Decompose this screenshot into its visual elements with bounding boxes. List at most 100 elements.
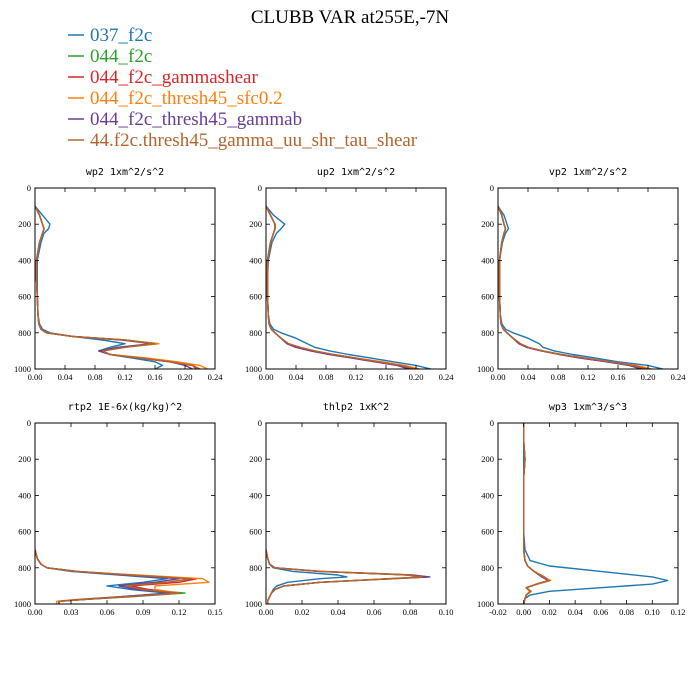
legend-label: 044_f2c_thresh45_sfc0.2 bbox=[90, 88, 283, 109]
x-tick-label: -0.02 bbox=[489, 607, 507, 617]
y-tick-label: 0 bbox=[27, 183, 31, 193]
panel: rtp2 1E-6x(kg/kg)^2 0.00 0.03 0.06 0.09 0.12 0… bbox=[14, 402, 222, 617]
series-line bbox=[498, 205, 649, 369]
y-tick-label: 600 bbox=[249, 527, 262, 537]
series-line bbox=[266, 205, 417, 369]
series-group bbox=[35, 549, 210, 604]
plot-frame bbox=[265, 187, 447, 370]
x-tick-label: 0.12 bbox=[172, 607, 187, 617]
x-tick-label: 0.00 bbox=[259, 607, 274, 617]
legend-item: 044_f2c_thresh45_gammab bbox=[68, 109, 302, 130]
y-tick-label: 0 bbox=[490, 418, 494, 428]
y-tick-label: 400 bbox=[249, 255, 262, 265]
y-tick-label: 800 bbox=[18, 328, 31, 338]
legend-label: 044_f2c_thresh45_gammab bbox=[90, 109, 302, 130]
y-tick-label: 600 bbox=[481, 527, 494, 537]
y-tick-label: 0 bbox=[258, 183, 262, 193]
x-tick-label: 0.24 bbox=[671, 372, 687, 382]
x-tick-label: 0.04 bbox=[521, 372, 537, 382]
x-tick-label: 0.20 bbox=[178, 372, 193, 382]
series-line bbox=[35, 205, 197, 369]
y-tick-label: 1000 bbox=[14, 364, 31, 374]
x-tick-label: 0.00 bbox=[28, 372, 43, 382]
y-tick-label: 800 bbox=[481, 328, 494, 338]
series-line bbox=[266, 205, 409, 369]
x-tick-label: 0.08 bbox=[619, 607, 634, 617]
panel-title: wp2 1xm^2/s^2 bbox=[86, 167, 164, 178]
x-tick-label: 0.06 bbox=[593, 607, 608, 617]
x-tick-label: 0.09 bbox=[136, 607, 151, 617]
y-tick-label: 1000 bbox=[245, 364, 262, 374]
series-line bbox=[35, 205, 201, 369]
x-tick-label: 0.00 bbox=[516, 607, 531, 617]
panel-title: wp3 1xm^3/s^3 bbox=[549, 402, 627, 413]
plot-frame bbox=[34, 422, 216, 605]
plot-frame bbox=[497, 422, 679, 605]
x-tick-label: 0.02 bbox=[542, 607, 557, 617]
y-tick-label: 800 bbox=[249, 563, 262, 573]
y-tick-label: 200 bbox=[481, 219, 494, 229]
panel: wp2 1xm^2/s^2 0.00 0.04 0.08 0.12 0.16 0.20 0.2… bbox=[14, 167, 223, 382]
x-tick-label: 0.06 bbox=[367, 607, 382, 617]
x-tick-label: 0.04 bbox=[568, 607, 584, 617]
series-line bbox=[35, 549, 192, 604]
x-tick-label: 0.20 bbox=[409, 372, 424, 382]
series-group bbox=[266, 205, 432, 369]
y-tick-label: 800 bbox=[481, 563, 494, 573]
legend-item: 044_f2c bbox=[68, 46, 152, 67]
x-tick-label: 0.00 bbox=[28, 607, 43, 617]
x-tick-label: 0.04 bbox=[331, 607, 347, 617]
series-line bbox=[498, 205, 664, 369]
series-group bbox=[266, 549, 431, 604]
series-line bbox=[523, 423, 551, 604]
panel: thlp2 1xK^2 0.00 0.02 0.04 0.06 0.08 0.10 0 200 4… bbox=[245, 402, 453, 617]
y-tick-label: 200 bbox=[249, 454, 262, 464]
legend-label: 044_f2c_gammashear bbox=[90, 67, 258, 88]
series-line bbox=[523, 423, 551, 604]
y-tick-label: 400 bbox=[18, 255, 31, 265]
x-tick-label: 0.16 bbox=[611, 372, 626, 382]
plot-frame bbox=[265, 422, 447, 605]
y-tick-label: 1000 bbox=[245, 599, 262, 609]
series-group bbox=[523, 423, 669, 604]
y-tick-label: 600 bbox=[18, 292, 31, 302]
x-tick-label: 0.12 bbox=[581, 372, 596, 382]
y-tick-label: 600 bbox=[249, 292, 262, 302]
series-line bbox=[35, 205, 201, 369]
series-line bbox=[266, 205, 432, 369]
x-tick-label: 0.04 bbox=[289, 372, 305, 382]
y-tick-label: 0 bbox=[258, 418, 262, 428]
y-tick-label: 200 bbox=[18, 454, 31, 464]
y-tick-label: 800 bbox=[18, 563, 31, 573]
series-line bbox=[266, 549, 431, 604]
panel-title: rtp2 1E-6x(kg/kg)^2 bbox=[68, 402, 182, 413]
x-tick-label: 0.00 bbox=[491, 372, 506, 382]
series-line bbox=[35, 205, 193, 369]
x-tick-label: 0.06 bbox=[100, 607, 115, 617]
y-tick-label: 400 bbox=[249, 490, 262, 500]
panel-title: up2 1xm^2/s^2 bbox=[317, 167, 395, 178]
legend-item: 44.f2c.thresh45_gamma_uu_shr_tau_shear bbox=[68, 130, 418, 151]
series-line bbox=[523, 423, 551, 604]
plot-frame bbox=[34, 187, 216, 370]
legend-item: 044_f2c_gammashear bbox=[68, 67, 258, 88]
y-tick-label: 0 bbox=[490, 183, 494, 193]
legend-label: 044_f2c bbox=[90, 46, 152, 67]
legend: 037_f2c044_f2c044_f2c_gammashear044_f2c_… bbox=[68, 25, 418, 151]
x-tick-label: 0.16 bbox=[148, 372, 163, 382]
y-tick-label: 600 bbox=[18, 527, 31, 537]
y-tick-label: 200 bbox=[481, 454, 494, 464]
legend-label: 44.f2c.thresh45_gamma_uu_shr_tau_shear bbox=[90, 130, 418, 151]
series-line bbox=[35, 549, 210, 604]
x-tick-label: 0.08 bbox=[88, 372, 103, 382]
x-tick-label: 0.08 bbox=[551, 372, 566, 382]
y-tick-label: 200 bbox=[18, 219, 31, 229]
x-tick-label: 0.00 bbox=[259, 372, 274, 382]
y-tick-label: 1000 bbox=[477, 599, 494, 609]
y-tick-label: 400 bbox=[481, 490, 494, 500]
y-tick-label: 800 bbox=[249, 328, 262, 338]
series-line bbox=[266, 549, 424, 604]
panel: up2 1xm^2/s^2 0.00 0.04 0.08 0.12 0.16 0.20 0.2… bbox=[245, 167, 454, 382]
x-tick-label: 0.08 bbox=[403, 607, 418, 617]
